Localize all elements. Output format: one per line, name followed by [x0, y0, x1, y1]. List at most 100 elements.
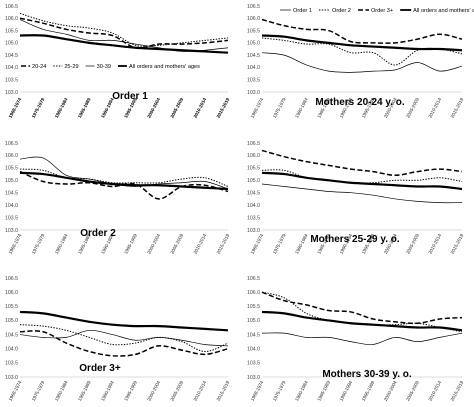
panel-2: 103.0 103.5 104.0 104.5 105.0 105.5 106.0 106.5…: [247, 4, 474, 119]
x-tick-label: 1990-1994: [339, 380, 354, 402]
x-tick-label: 1995-1999: [123, 380, 138, 402]
x-tick-label: 2000-2004: [146, 380, 161, 402]
y-tick-label: 103.5: [247, 215, 260, 221]
panel-3: 103.0 103.5 104.0 104.5 105.0 105.5 106.0 106.5…: [5, 141, 231, 255]
y-tick-label: 106.0: [5, 290, 18, 296]
x-tick-label: 1975-1979: [272, 233, 287, 255]
y-tick-label: 106.0: [247, 153, 260, 159]
x-tick-label: 2005-2009: [405, 233, 420, 255]
x-tick-label: 2005-2009: [405, 380, 420, 402]
y-tick-label: 106.0: [247, 290, 260, 296]
series-line-s1: [261, 149, 463, 177]
x-tick-label: 1975-1979: [31, 233, 46, 255]
y-tick-label: 104.5: [5, 53, 18, 59]
series-line-all: [19, 34, 229, 54]
x-tick-label: 1985-1989: [77, 97, 92, 119]
x-tick-label: 1980-1984: [294, 380, 309, 402]
series-line-s2: [261, 291, 463, 333]
y-tick-label: 106.5: [5, 276, 18, 282]
x-tick-label: 1995-1999: [361, 380, 376, 402]
panel-title: Mothers 20-24 y. o.: [315, 97, 405, 108]
y-tick-label: 106.0: [247, 16, 260, 22]
y-tick-label: 105.0: [247, 41, 260, 47]
x-tick-label: 2015-2019: [216, 233, 231, 255]
y-tick-label: 105.0: [247, 178, 260, 184]
series-line-s3: [19, 329, 229, 347]
series-line-s3: [261, 183, 463, 204]
x-tick-label: 1985-1989: [316, 380, 331, 402]
legend: 20-24 25-29 30-39 All orders and mothers' a…: [21, 64, 200, 70]
panel-title: Order 3+: [79, 363, 121, 374]
legend-label: All orders and mothers' ages: [129, 64, 200, 70]
x-tick-label: 2005-2009: [169, 97, 184, 119]
legend-label: Order 3+: [371, 8, 393, 14]
series-line-s1: [19, 17, 229, 49]
panel-5: 103.0 103.5 104.0 104.5 105.0 105.5 106.0 106.5…: [5, 276, 231, 402]
y-tick-label: 103.5: [5, 361, 18, 367]
y-tick-label: 106.5: [247, 141, 260, 147]
y-tick-label: 104.5: [247, 53, 260, 59]
panel-title: Order 1: [112, 91, 148, 102]
x-tick-label: 1980-1984: [54, 97, 69, 119]
series-line-s3: [261, 52, 463, 73]
x-tick-label: 1975-1979: [272, 380, 287, 402]
legend-label: 30-39: [97, 64, 111, 70]
x-tick-label: 2010-2014: [193, 380, 208, 402]
x-tick-label: 1968-1974: [8, 380, 23, 402]
x-tick-label: 2005-2009: [169, 380, 184, 402]
x-tick-label: 1980-1984: [54, 233, 69, 255]
x-tick-label: 1995-1999: [123, 233, 138, 255]
y-tick-label: 103.5: [247, 78, 260, 84]
x-tick-label: 1968-1974: [250, 380, 265, 402]
series-line-s3: [261, 332, 463, 345]
panel-title: Mothers 25-29 y. o.: [310, 234, 400, 245]
series-line-s1: [19, 330, 229, 357]
x-tick-label: 1980-1984: [294, 97, 309, 119]
legend-label: All orders and mothers' ages: [413, 8, 474, 14]
x-tick-label: 2015-2019: [216, 380, 231, 402]
y-tick-label: 106.5: [5, 141, 18, 147]
x-tick-label: 1985-1989: [77, 380, 92, 402]
x-tick-label: 1968-1974: [8, 233, 23, 255]
y-tick-label: 106.5: [5, 4, 18, 10]
series-line-s2: [261, 169, 463, 184]
y-tick-label: 103.0: [247, 228, 260, 234]
x-tick-label: 1975-1979: [272, 97, 287, 119]
panel-1: 103.0 103.5 104.0 104.5 105.0 105.5 106.0 106.5…: [5, 4, 231, 119]
y-tick-label: 105.5: [247, 28, 260, 34]
y-tick-label: 105.0: [5, 318, 18, 324]
x-tick-label: 1975-1979: [31, 97, 46, 119]
y-tick-label: 105.0: [5, 41, 18, 47]
x-tick-label: 2005-2009: [405, 97, 420, 119]
y-tick-label: 104.5: [5, 332, 18, 338]
series-line-all: [19, 310, 229, 332]
x-tick-label: 1980-1984: [54, 380, 69, 402]
panel-title: Mothers 30-39 y. o.: [322, 369, 412, 380]
x-tick-label: 2000-2004: [146, 233, 161, 255]
panel-title: Order 2: [80, 228, 116, 239]
x-tick-label: 2015-2019: [450, 97, 465, 119]
y-tick-label: 104.0: [5, 65, 18, 71]
series-line-s2: [261, 37, 463, 66]
y-tick-label: 103.0: [5, 375, 18, 381]
y-tick-label: 103.0: [247, 375, 260, 381]
x-tick-label: 1968-1974: [250, 97, 265, 119]
series-line-s2: [19, 324, 229, 353]
y-tick-label: 103.0: [247, 90, 260, 96]
y-tick-label: 104.0: [5, 203, 18, 209]
x-tick-label: 2010-2014: [427, 97, 442, 119]
y-tick-label: 104.5: [5, 191, 18, 197]
x-tick-label: 2015-2019: [216, 97, 231, 119]
x-tick-label: 2010-2014: [427, 233, 442, 255]
y-tick-label: 103.0: [5, 90, 18, 96]
x-tick-label: 2010-2014: [193, 233, 208, 255]
y-tick-label: 103.0: [5, 228, 18, 234]
x-tick-label: 1975-1979: [31, 380, 46, 402]
y-tick-label: 105.5: [5, 304, 18, 310]
x-tick-label: 2010-2014: [427, 380, 442, 402]
series-line-all: [19, 171, 229, 191]
x-tick-label: 2015-2019: [450, 233, 465, 255]
y-tick-label: 104.0: [247, 347, 260, 353]
legend-label: Order 1: [293, 8, 312, 14]
y-tick-label: 105.5: [5, 166, 18, 172]
